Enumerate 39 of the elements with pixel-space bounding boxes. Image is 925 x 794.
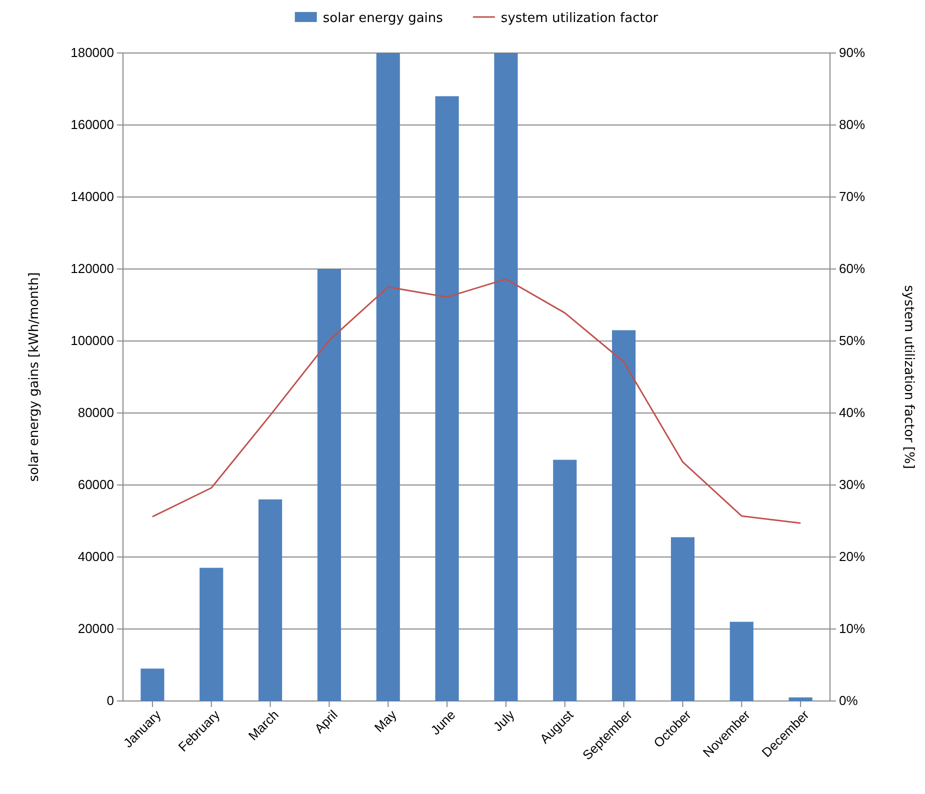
y-tick-label: 40000: [78, 549, 114, 564]
bar: [317, 269, 341, 701]
legend-label: solar energy gains: [322, 11, 444, 26]
legend-label: system utilization factor: [500, 11, 659, 26]
y2-tick-label: 60%: [839, 261, 866, 276]
y-tick-label: 0: [106, 693, 114, 708]
bar: [258, 499, 282, 701]
y2-tick-label: 80%: [839, 117, 866, 132]
y2-tick-label: 20%: [839, 549, 866, 564]
y-tick-label: 140000: [70, 189, 114, 204]
bar: [612, 330, 636, 701]
x-tick-label: July: [490, 706, 518, 734]
y2-tick-label: 40%: [839, 405, 866, 420]
y-tick-label: 180000: [70, 45, 114, 60]
y2-tick-label: 30%: [839, 477, 866, 492]
y2-tick-label: 50%: [839, 333, 866, 348]
y-tick-label: 20000: [78, 621, 114, 636]
y2-tick-label: 0%: [839, 693, 858, 708]
bar: [730, 622, 754, 701]
y2-tick-label: 90%: [839, 45, 866, 60]
bar: [435, 96, 459, 701]
bar: [200, 568, 224, 701]
y-tick-label: 60000: [78, 477, 114, 492]
bar: [376, 53, 400, 701]
y2-tick-label: 70%: [839, 189, 866, 204]
bar: [553, 460, 577, 701]
bar: [670, 537, 694, 701]
y-tick-label: 80000: [78, 405, 114, 420]
bar: [788, 697, 812, 701]
y2-tick-label: 10%: [839, 621, 866, 636]
y-tick-label: 100000: [70, 333, 114, 348]
line-series: [152, 278, 802, 524]
x-tick-label: May: [371, 706, 400, 736]
y2-axis-title: system utilization factor [%]: [901, 285, 916, 469]
bar: [494, 53, 518, 701]
bar: [140, 668, 164, 701]
y-tick-label: 160000: [70, 117, 114, 132]
y-tick-label: 120000: [70, 261, 114, 276]
y-axis-title: solar energy gains [kWh/month]: [27, 272, 42, 482]
